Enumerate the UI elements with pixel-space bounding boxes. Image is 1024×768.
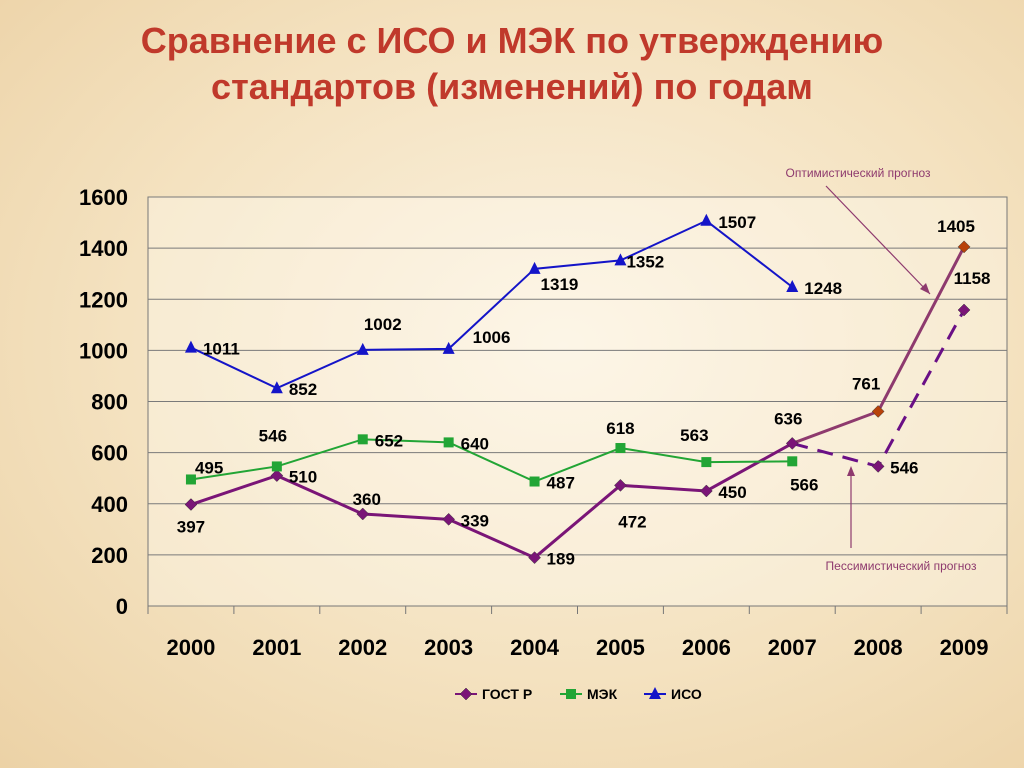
data-label: 636 (774, 409, 802, 428)
y-tick-label: 1400 (79, 236, 128, 261)
data-point-triangle (270, 381, 283, 394)
data-label: 1248 (804, 279, 842, 298)
data-label: 618 (606, 419, 634, 438)
data-point-square (357, 434, 368, 445)
x-tick-label: 2005 (596, 635, 645, 660)
data-label: 546 (259, 426, 287, 445)
optimistic-arrow-head (920, 283, 930, 294)
legend-label: ИСО (671, 686, 702, 702)
data-point-triangle (184, 340, 197, 353)
x-tick-label: 2006 (682, 635, 731, 660)
data-label: 1158 (954, 269, 991, 288)
series-line-1 (190, 442, 793, 560)
pessimistic-forecast-label: Пессимистический прогноз (826, 559, 977, 573)
data-point-square (529, 476, 540, 487)
data-label: 1319 (541, 275, 579, 294)
data-label: 761 (852, 374, 880, 393)
data-label: 450 (718, 483, 746, 502)
data-point-diamond (442, 512, 456, 526)
data-label: 640 (461, 434, 489, 453)
forecast-point-pessimistic (871, 460, 885, 473)
data-point-square (271, 461, 282, 472)
y-tick-label: 0 (116, 594, 128, 619)
title-line-1: Сравнение с ИСО и МЭК по утверждению (140, 20, 884, 61)
data-point-square (787, 456, 798, 467)
data-point-diamond (699, 484, 713, 498)
data-label: 472 (618, 512, 646, 531)
data-label: 1507 (718, 213, 756, 232)
data-point-diamond (184, 498, 198, 511)
data-point-triangle (528, 261, 541, 274)
data-label: 487 (547, 474, 575, 493)
legend-marker (459, 687, 473, 701)
legend-label: ГОСТ Р (482, 686, 532, 702)
series-line-3 (190, 219, 793, 390)
data-point-square (701, 457, 712, 468)
data-label: 189 (547, 550, 575, 569)
data-point-triangle (786, 279, 799, 292)
y-tick-label: 200 (91, 543, 128, 568)
title-line-2: стандартов (изменений) по годам (211, 66, 813, 107)
forecast-point-optimistic (871, 405, 885, 418)
data-label: 1002 (364, 315, 402, 334)
data-point-diamond (356, 507, 370, 521)
data-label: 566 (790, 475, 818, 494)
data-label: 1011 (203, 340, 240, 359)
data-point-diamond (528, 551, 541, 565)
y-tick-label: 800 (91, 390, 128, 415)
legend-marker (649, 687, 661, 699)
optimistic-arrow (825, 185, 931, 295)
data-point-square (185, 474, 196, 485)
x-tick-label: 2008 (854, 635, 903, 660)
y-tick-label: 1000 (79, 338, 128, 363)
data-label: 852 (289, 380, 317, 399)
data-label: 1352 (626, 252, 664, 271)
x-tick-label: 2001 (252, 635, 301, 660)
y-tick-label: 1600 (79, 185, 128, 210)
x-tick-label: 2004 (510, 635, 560, 660)
data-point-diamond (614, 478, 627, 492)
data-label: 495 (195, 458, 223, 477)
data-point-square (615, 443, 626, 454)
data-label: 1006 (473, 328, 511, 347)
series-line-2 (190, 438, 793, 483)
data-label: 510 (289, 468, 317, 487)
data-point-triangle (700, 213, 713, 226)
data-point-diamond (785, 437, 799, 450)
data-point-triangle (442, 341, 455, 354)
legend-label: МЭК (587, 686, 618, 702)
data-point-square (443, 437, 454, 448)
y-tick-label: 400 (91, 492, 128, 517)
data-label: 360 (353, 490, 381, 509)
x-tick-label: 2002 (338, 635, 387, 660)
data-label: 397 (177, 518, 205, 537)
legend-marker (566, 689, 576, 699)
data-label: 339 (461, 511, 489, 530)
data-point-triangle (356, 342, 369, 355)
data-label: 652 (375, 431, 403, 450)
data-label: 1405 (937, 217, 975, 236)
data-point-triangle (614, 253, 627, 266)
pessimistic-arrow-head (847, 466, 855, 476)
x-tick-label: 2007 (768, 635, 817, 660)
page-title: Сравнение с ИСО и МЭК по утверждению ста… (0, 18, 1024, 110)
data-label: 563 (680, 426, 708, 445)
x-tick-label: 2000 (166, 635, 215, 660)
y-tick-label: 1200 (79, 287, 128, 312)
data-point-diamond (270, 469, 284, 482)
forecast-point-pessimistic (957, 303, 971, 317)
forecast-point-optimistic (957, 240, 971, 254)
x-tick-label: 2003 (424, 635, 473, 660)
x-tick-label: 2009 (940, 635, 989, 660)
data-label: 546 (890, 458, 918, 477)
y-tick-label: 600 (91, 441, 128, 466)
optimistic-forecast-label: Оптимистический прогноз (786, 166, 931, 180)
